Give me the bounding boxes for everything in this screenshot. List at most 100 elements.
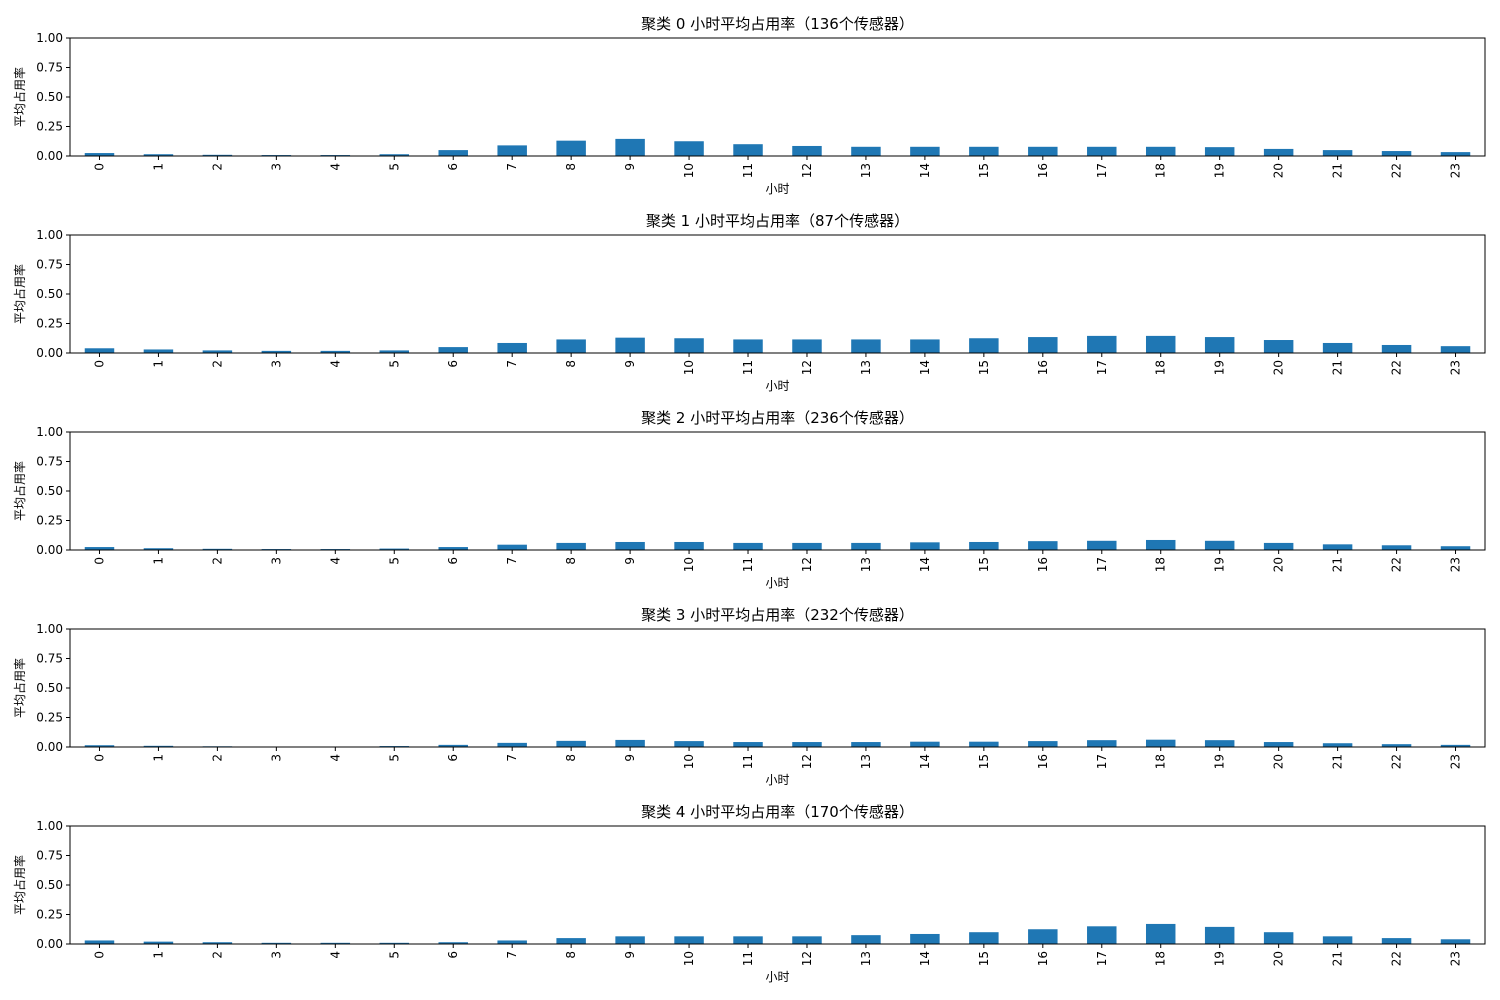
x-tick-label: 7 (505, 557, 519, 565)
x-tick-label: 8 (564, 557, 578, 565)
chart-title: 聚类 3 小时平均占用率（232个传感器） (641, 606, 914, 624)
x-tick-label: 9 (623, 163, 637, 171)
x-tick-label: 6 (446, 163, 460, 171)
bar-hour-14 (910, 146, 940, 156)
x-tick-label: 10 (682, 951, 696, 966)
x-tick-label: 12 (800, 951, 814, 966)
bar-hour-13 (851, 339, 881, 353)
bar-hour-11 (733, 542, 763, 550)
x-tick-label: 18 (1154, 557, 1168, 572)
x-tick-label: 14 (918, 163, 932, 178)
x-tick-label: 3 (269, 163, 283, 171)
x-tick-label: 21 (1331, 754, 1345, 769)
bar-hour-0 (84, 745, 115, 747)
y-tick-label: 0.00 (36, 543, 63, 557)
bar-hour-14 (910, 542, 940, 550)
x-tick-label: 0 (92, 360, 106, 368)
bar-hour-2 (202, 942, 233, 944)
x-tick-label: 20 (1272, 163, 1286, 178)
bar-hour-2 (202, 548, 233, 550)
x-tick-label: 10 (682, 360, 696, 375)
y-tick-label: 0.00 (36, 346, 63, 360)
bar-hour-12 (792, 145, 822, 156)
bar-hour-16 (1028, 741, 1058, 747)
y-tick-label: 0.50 (36, 681, 63, 695)
x-tick-label: 12 (800, 163, 814, 178)
x-tick-label: 23 (1449, 360, 1463, 375)
y-axis-label: 平均占用率 (12, 264, 27, 324)
y-tick-label: 1.00 (36, 622, 63, 636)
x-tick-label: 4 (328, 951, 342, 959)
bar-hour-10 (674, 936, 704, 944)
bar-hour-17 (1087, 146, 1117, 156)
y-axis-label: 平均占用率 (12, 67, 27, 127)
bar-hour-4 (320, 350, 351, 353)
bar-hour-11 (733, 742, 763, 747)
x-tick-label: 14 (918, 360, 932, 375)
bar-hour-20 (1263, 742, 1294, 747)
bar-hour-0 (84, 153, 115, 156)
x-tick-label: 16 (1036, 951, 1050, 966)
subplot-0: 聚类 0 小时平均占用率（136个传感器） 0.00 0.25 0.50 0.75 1.0… (12, 15, 1486, 196)
x-tick-label: 19 (1213, 360, 1227, 375)
x-tick-label: 13 (859, 754, 873, 769)
x-tick-label: 11 (741, 360, 755, 375)
x-tick-label: 16 (1036, 163, 1050, 178)
x-tick-label: 13 (859, 360, 873, 375)
y-axis-label: 平均占用率 (12, 658, 27, 718)
bar-hour-14 (910, 741, 940, 747)
x-tick-label: 18 (1154, 163, 1168, 178)
bar-hour-17 (1087, 926, 1117, 944)
axes-frame (69, 431, 1486, 551)
y-tick-label: 1.00 (36, 819, 63, 833)
x-tick-label: 12 (800, 360, 814, 375)
bar-hour-23 (1440, 546, 1471, 550)
x-tick-label: 2 (210, 951, 224, 959)
subplot-4: 聚类 4 小时平均占用率（170个传感器） 0.00 0.25 0.50 0.75 1.0… (12, 803, 1486, 984)
x-tick-label: 21 (1331, 951, 1345, 966)
bar-hour-7 (497, 544, 527, 550)
bar-hour-5 (379, 154, 410, 156)
y-tick-label: 0.50 (36, 287, 63, 301)
y-tick-label: 0.50 (36, 878, 63, 892)
bar-hour-19 (1204, 147, 1235, 156)
bar-hour-13 (851, 935, 881, 944)
bar-hour-5 (379, 548, 410, 550)
chart-title: 聚类 2 小时平均占用率（236个传感器） (641, 409, 914, 427)
bar-hour-18 (1145, 146, 1176, 156)
x-tick-label: 5 (387, 754, 401, 762)
y-tick-label: 0.25 (36, 908, 63, 922)
x-tick-label: 23 (1449, 163, 1463, 178)
bar-hour-9 (615, 739, 645, 747)
bar-hour-21 (1322, 342, 1353, 353)
x-tick-label: 22 (1390, 754, 1404, 769)
x-axis-label: 小时 (765, 379, 789, 393)
x-tick-label: 4 (328, 557, 342, 565)
bar-hour-7 (497, 145, 527, 156)
x-tick-label: 13 (859, 557, 873, 572)
x-tick-label: 12 (800, 557, 814, 572)
y-tick-label: 0.25 (36, 514, 63, 528)
bar-hour-19 (1204, 337, 1235, 353)
x-tick-label: 2 (210, 360, 224, 368)
bar-hour-11 (733, 144, 763, 156)
bar-hour-8 (556, 339, 586, 353)
bar-hour-10 (674, 741, 704, 747)
bar-hour-7 (497, 940, 527, 944)
bar-hour-20 (1263, 148, 1294, 156)
bar-hour-17 (1087, 335, 1117, 353)
bar-hour-0 (84, 547, 115, 550)
bar-hour-17 (1087, 740, 1117, 747)
bar-hour-16 (1028, 929, 1058, 944)
bar-hour-22 (1381, 545, 1412, 550)
bar-hour-10 (674, 541, 704, 550)
x-tick-label: 11 (741, 557, 755, 572)
x-tick-label: 3 (269, 557, 283, 565)
x-tick-label: 17 (1095, 360, 1109, 375)
x-tick-label: 10 (682, 163, 696, 178)
bar-hour-12 (792, 742, 822, 747)
x-axis-label: 小时 (765, 576, 789, 590)
y-tick-label: 0.50 (36, 484, 63, 498)
x-axis-label: 小时 (765, 182, 789, 196)
